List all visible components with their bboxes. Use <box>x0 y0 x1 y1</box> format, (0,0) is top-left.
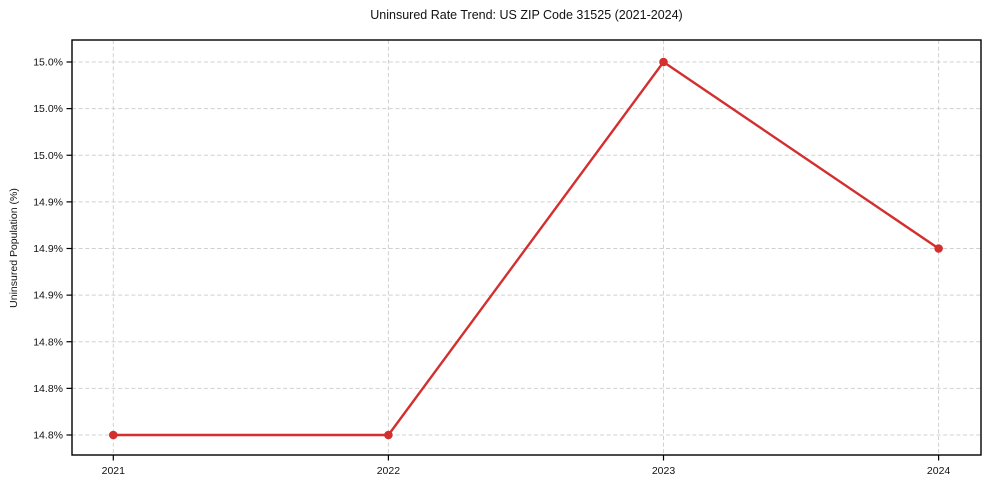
data-point-marker <box>384 430 393 440</box>
plot-frame <box>71 39 982 456</box>
x-tick-label: 2022 <box>377 465 401 477</box>
trend-line <box>112 60 940 437</box>
chart-title: Uninsured Rate Trend: US ZIP Code 31525 … <box>370 8 683 22</box>
data-point-marker <box>659 57 668 67</box>
x-tick-label: 2023 <box>652 465 676 477</box>
y-tick-label: 14.8% <box>33 383 63 395</box>
y-tick-label: 14.9% <box>33 243 63 255</box>
y-tick-label: 14.8% <box>33 336 63 348</box>
y-tick-label: 14.8% <box>33 430 63 442</box>
data-point-marker <box>934 244 943 253</box>
y-tick-label: 15.0% <box>33 57 63 69</box>
y-axis-label: Uninsured Population (%) <box>8 188 20 308</box>
y-tick-label: 15.0% <box>33 103 63 115</box>
y-tick-label: 15.0% <box>33 150 63 162</box>
y-tick-label: 14.9% <box>33 196 63 208</box>
x-tick-label: 2021 <box>102 465 126 477</box>
y-tick-label: 14.9% <box>33 290 63 302</box>
data-point-marker <box>109 430 118 440</box>
x-tick-label: 2024 <box>927 465 951 477</box>
